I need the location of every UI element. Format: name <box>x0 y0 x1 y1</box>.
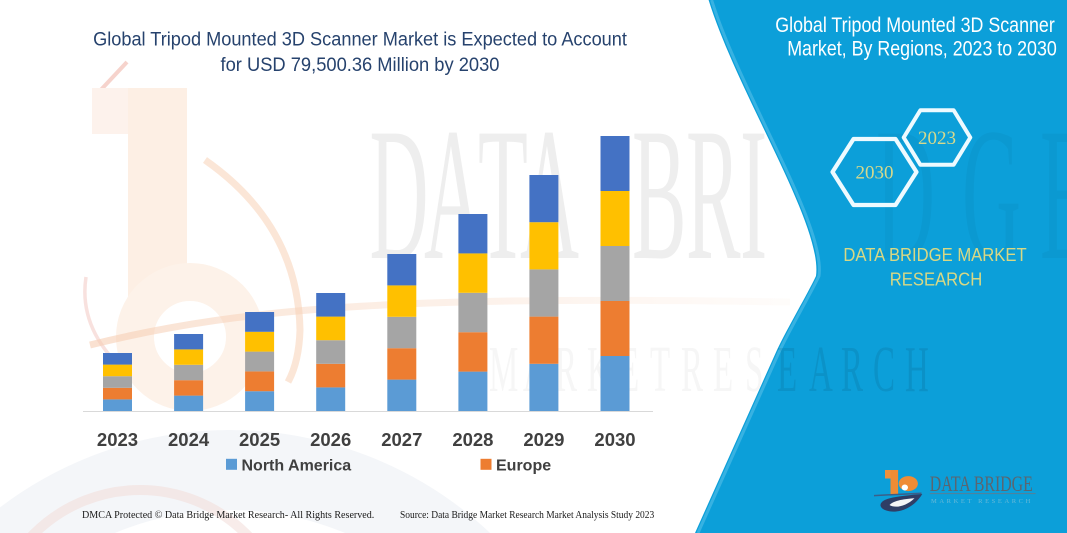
svg-text:2024: 2024 <box>168 429 210 450</box>
svg-text:T: T <box>650 334 670 406</box>
svg-text:M: M <box>489 334 518 406</box>
svg-text:DMCA Protected © Data Bridge M: DMCA Protected © Data Bridge Market Rese… <box>82 510 374 521</box>
svg-text:E: E <box>713 334 733 406</box>
svg-text:B: B <box>632 89 686 299</box>
svg-text:for USD 79,500.36 Million by 2: for USD 79,500.36 Million by 2030 <box>221 55 500 77</box>
svg-text:North America: North America <box>242 458 352 475</box>
svg-text:Europe: Europe <box>496 458 551 475</box>
svg-text:E: E <box>777 334 797 406</box>
svg-text:Source: Data Bridge Market Res: Source: Data Bridge Market Research Mark… <box>400 510 654 522</box>
svg-text:S: S <box>745 334 763 406</box>
svg-text:A: A <box>809 334 833 406</box>
svg-text:Global Tripod Mounted 3D Scann: Global Tripod Mounted 3D Scanner <box>775 14 1055 38</box>
svg-text:2027: 2027 <box>381 429 422 450</box>
svg-text:2028: 2028 <box>452 429 493 450</box>
svg-text:RESEARCH: RESEARCH <box>890 269 982 290</box>
svg-text:2023: 2023 <box>97 429 138 450</box>
svg-text:DATA BRIDGE: DATA BRIDGE <box>930 472 1033 496</box>
svg-text:R: R <box>555 334 577 406</box>
svg-text:Global Tripod Mounted 3D Scann: Global Tripod Mounted 3D Scanner Market … <box>93 28 628 50</box>
svg-text:2025: 2025 <box>239 429 280 450</box>
svg-text:E: E <box>1040 89 1067 299</box>
svg-text:2030: 2030 <box>594 429 635 450</box>
svg-text:R: R <box>686 89 741 299</box>
svg-text:MARKET RESEARCH: MARKET RESEARCH <box>931 498 1033 505</box>
svg-text:DATA BRIDGE MARKET: DATA BRIDGE MARKET <box>843 244 1027 265</box>
svg-text:2023: 2023 <box>918 128 956 149</box>
svg-text:2030: 2030 <box>856 163 894 184</box>
svg-text:R: R <box>681 334 703 406</box>
svg-text:H: H <box>905 334 929 406</box>
svg-text:C: C <box>873 334 895 406</box>
svg-text:Market, By Regions, 2023 to 20: Market, By Regions, 2023 to 2030 <box>787 37 1057 61</box>
svg-text:2026: 2026 <box>310 429 351 450</box>
svg-text:R: R <box>841 334 863 406</box>
svg-text:2029: 2029 <box>523 429 564 450</box>
